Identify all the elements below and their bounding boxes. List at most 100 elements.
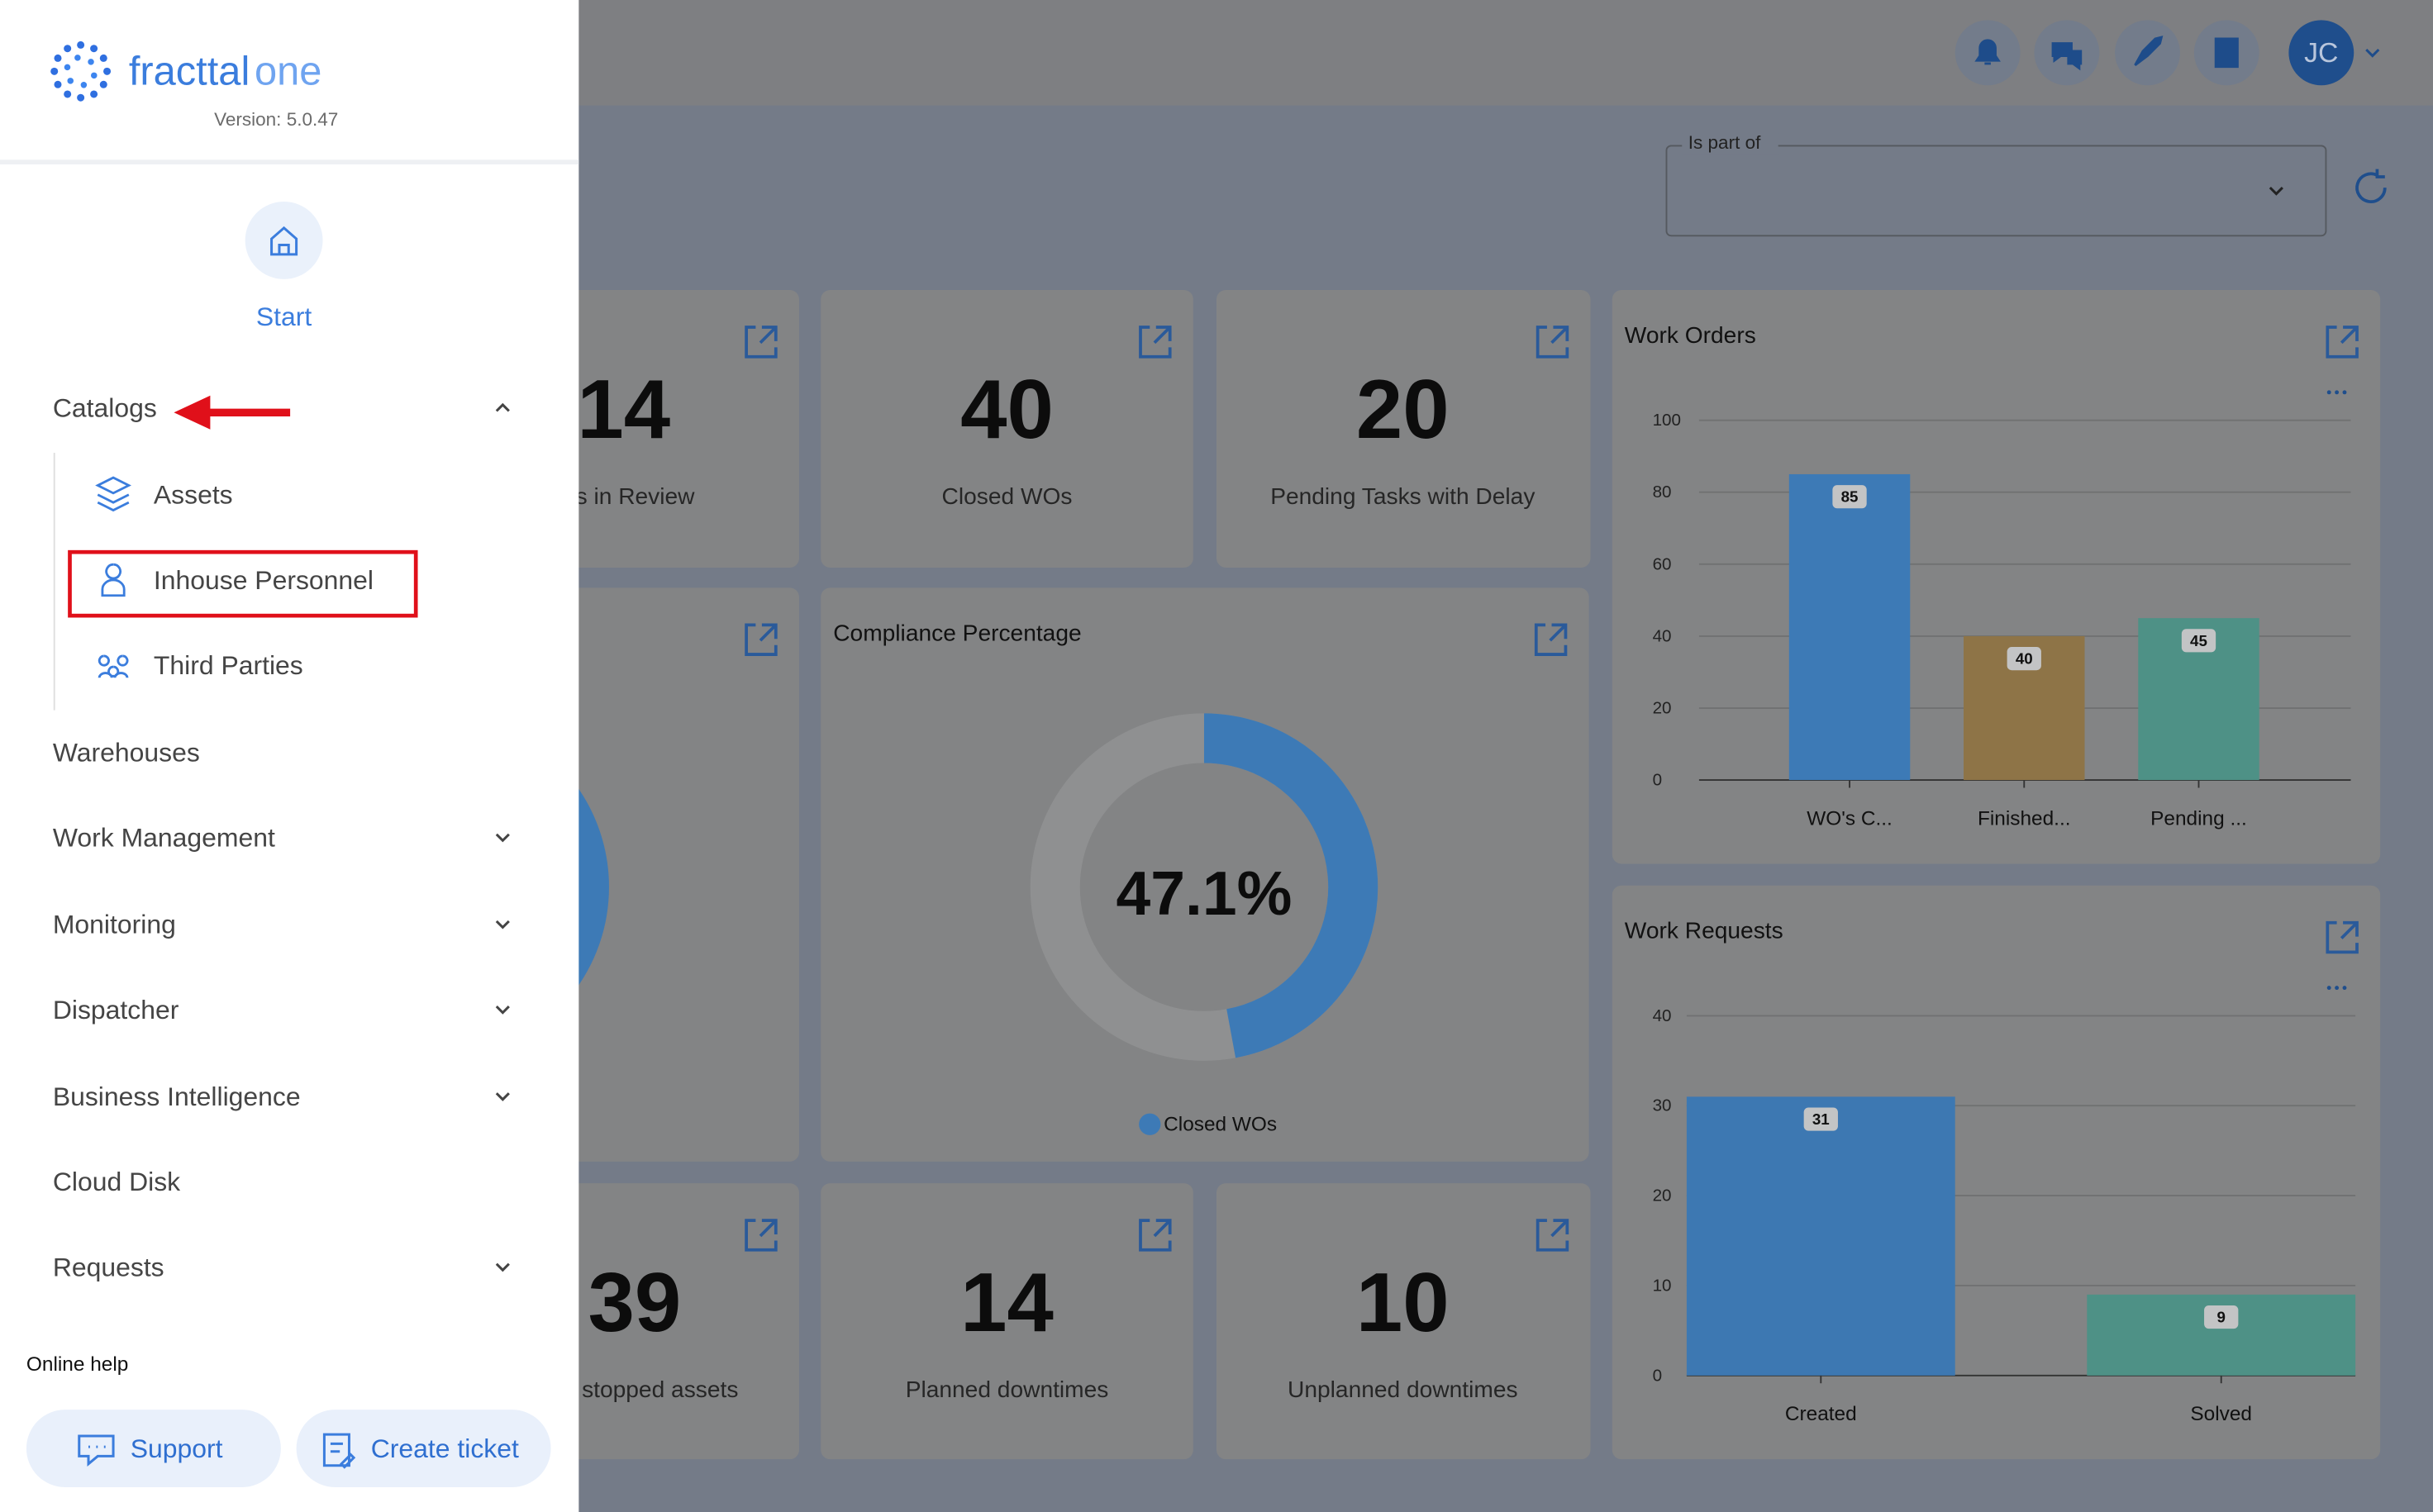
help-button-label: Support — [131, 1434, 223, 1463]
value-label-bg — [2181, 629, 2216, 653]
more-menu-dot — [2342, 986, 2347, 991]
y-tick-label: 0 — [1653, 1366, 1662, 1385]
submenu-icon — [101, 563, 126, 597]
header-button[interactable] — [2115, 20, 2180, 86]
filter-select[interactable]: Is part of — [1665, 132, 2327, 237]
header-icon — [1974, 39, 2001, 65]
header-button[interactable] — [2034, 20, 2100, 86]
menu-label: Warehouses — [53, 737, 200, 767]
kpi-value: 14 — [577, 363, 670, 456]
submenu-item[interactable]: Assets — [95, 476, 233, 512]
menu-item[interactable]: Business Intelligence — [53, 1082, 510, 1111]
menu-label: Monitoring — [53, 910, 176, 939]
legend-label[interactable]: Closed WOs — [1164, 1113, 1277, 1135]
open-link-icon[interactable] — [1536, 1219, 1569, 1252]
bar — [1686, 1096, 1955, 1376]
filter-box — [1665, 145, 2327, 237]
submenu-item[interactable]: Third Parties — [98, 650, 303, 680]
logo-dot — [103, 67, 112, 75]
user-menu[interactable]: JC — [2288, 20, 2380, 86]
logo-dot — [64, 45, 72, 53]
x-tick-label: Finished... — [1978, 808, 2071, 830]
open-link-icon[interactable] — [745, 1219, 778, 1252]
chevron-down — [495, 833, 510, 843]
start-link[interactable]: Start — [245, 202, 323, 331]
y-tick-label: 0 — [1653, 771, 1662, 790]
avatar — [2288, 20, 2354, 86]
help-button-icon — [78, 1434, 115, 1467]
open-link-icon[interactable] — [1139, 1219, 1172, 1252]
submenu-icon — [98, 654, 129, 678]
refresh-icon[interactable] — [2355, 169, 2387, 203]
value-label: 40 — [2016, 650, 2033, 668]
home-icon — [270, 226, 298, 256]
x-tick-label: Solved — [2190, 1403, 2252, 1425]
open-link-icon[interactable] — [745, 623, 778, 656]
value-label: 9 — [2216, 1309, 2225, 1326]
y-tick-label: 10 — [1653, 1276, 1672, 1295]
online-help-label: Online help — [26, 1353, 128, 1376]
start-label: Start — [256, 302, 312, 331]
kpi-label: Planned downtimes — [906, 1376, 1109, 1402]
filter-label-gap — [1682, 133, 1778, 155]
kpi-label: s in Review — [576, 483, 696, 509]
card — [821, 289, 1193, 568]
open-link-icon[interactable] — [1139, 326, 1172, 359]
menu-item[interactable]: Requests — [53, 1252, 510, 1281]
logo-dot — [64, 64, 71, 71]
chevron-up — [495, 402, 510, 412]
open-link-icon[interactable] — [745, 326, 778, 359]
value-label-bg — [1832, 485, 1867, 509]
y-tick-label: 60 — [1653, 554, 1672, 573]
annotation-box — [68, 549, 418, 618]
more-menu-dot — [2326, 986, 2331, 991]
menu-item[interactable]: Monitoring — [53, 910, 510, 939]
open-link-icon[interactable] — [1534, 623, 1568, 656]
chart-title: Compliance Percentage — [833, 620, 1081, 645]
header-button[interactable] — [2193, 20, 2259, 86]
menu-item[interactable]: Work Management — [53, 823, 510, 853]
y-tick-label: 40 — [1653, 1006, 1672, 1025]
kpi-value: 39 — [588, 1256, 682, 1349]
chevron-down — [495, 1262, 510, 1272]
y-tick-label: 40 — [1653, 626, 1672, 645]
logo-dot — [99, 54, 107, 62]
kpi-label: Pending Tasks with Delay — [1270, 483, 1536, 509]
logo-dot — [50, 67, 59, 75]
help-button-label: Create ticket — [371, 1434, 519, 1463]
kpi-value: 10 — [1356, 1256, 1450, 1349]
menu-item[interactable]: Warehouses — [53, 737, 200, 767]
open-link-icon[interactable] — [2326, 920, 2359, 954]
menu-item[interactable]: Cloud Disk — [53, 1167, 180, 1196]
logo-dot — [67, 78, 74, 84]
sidebar: fracttal one Version: 5.0.47 Start Catalogs A… — [0, 0, 579, 1512]
help-button[interactable]: Support — [26, 1410, 281, 1487]
legend-swatch[interactable] — [1139, 1113, 1161, 1135]
kpi-value: 20 — [1356, 363, 1450, 456]
kpi-label: Closed WOs — [942, 483, 1073, 509]
help-button-bg — [296, 1410, 551, 1487]
submenu-icon — [95, 476, 131, 512]
help-button[interactable]: Create ticket — [296, 1410, 551, 1487]
menu-label: Cloud Disk — [53, 1167, 180, 1196]
annotation-arrow — [174, 395, 291, 430]
open-link-icon[interactable] — [1536, 326, 1569, 359]
filter-chevron — [2269, 187, 2283, 196]
menu-item[interactable]: Catalogs — [53, 393, 510, 423]
y-tick-label: 20 — [1653, 1186, 1672, 1205]
menu-label: Catalogs — [53, 393, 157, 423]
header-button[interactable] — [1954, 20, 2021, 86]
menu-item[interactable]: Dispatcher — [53, 995, 510, 1025]
more-menu-dot — [2342, 390, 2347, 395]
open-link-icon[interactable] — [2326, 326, 2359, 359]
chevron-down — [495, 1092, 510, 1101]
header-icon — [2051, 42, 2083, 71]
logo-dot — [77, 40, 85, 49]
logo-dot — [77, 93, 85, 102]
submenu-label: Inhouse Personnel — [154, 565, 374, 595]
value-label-bg — [1803, 1107, 1838, 1131]
submenu-item[interactable]: Inhouse Personnel — [101, 563, 374, 597]
logo-dot — [90, 45, 98, 53]
y-tick-label: 80 — [1653, 483, 1672, 502]
